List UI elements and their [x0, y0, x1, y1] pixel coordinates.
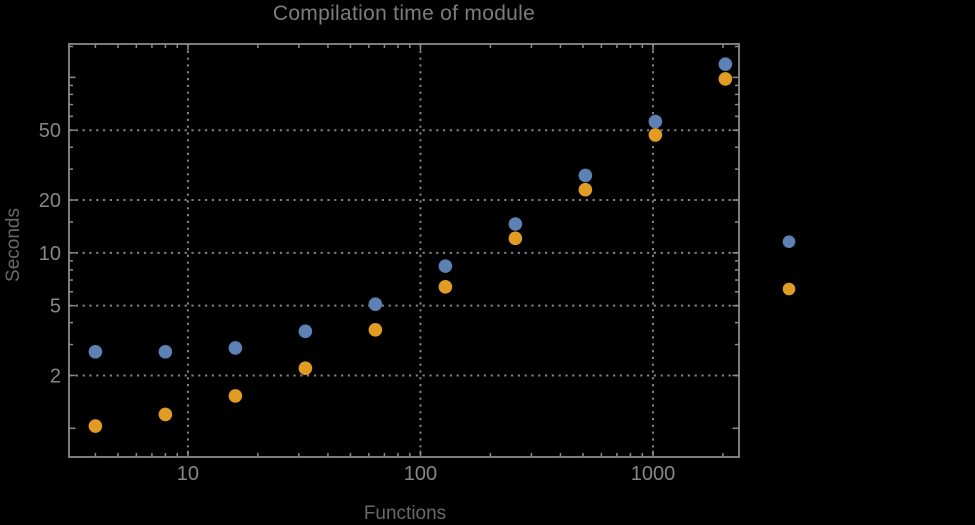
legend-marker-series-2	[782, 282, 796, 296]
data-point-series-2-x4	[88, 419, 103, 433]
y-tick-label-10: 10	[39, 243, 61, 265]
data-point-series-1-x64	[368, 297, 383, 311]
data-point-series-1-x2048	[718, 57, 733, 71]
y-tick-label-5: 5	[50, 296, 61, 318]
data-point-series-1-x32	[298, 324, 313, 339]
data-point-series-2-x64	[368, 323, 383, 337]
data-point-series-2-x32	[298, 361, 313, 376]
x-tick-label-100: 100	[404, 463, 437, 485]
data-point-series-1-x128	[438, 259, 453, 273]
data-point-series-1-x8	[158, 344, 173, 359]
data-point-series-2-x16	[228, 389, 243, 403]
data-point-series-2-x1024	[648, 128, 663, 142]
data-point-series-2-x2048	[718, 72, 733, 86]
data-point-series-1-x4	[88, 344, 103, 359]
y-axis-label: Seconds	[3, 208, 24, 282]
tick-labels: 10 100 1000 2 5 10 20 50	[39, 120, 675, 485]
data-point-series-2-x512	[578, 182, 593, 197]
legend	[782, 235, 796, 296]
x-axis-label: Functions	[363, 503, 447, 524]
axis-ticks	[69, 44, 739, 457]
series-1-points	[88, 57, 733, 359]
x-tick-label-10: 10	[177, 463, 199, 485]
data-point-series-1-x512	[578, 168, 593, 183]
y-tick-label-50: 50	[39, 120, 61, 142]
data-point-series-2-x256	[508, 231, 523, 246]
y-tick-label-20: 20	[39, 190, 61, 212]
data-point-series-1-x256	[508, 217, 523, 231]
plot-frame	[68, 43, 740, 458]
chart-title: Compilation time of module	[272, 2, 536, 25]
data-point-series-1-x16	[228, 341, 243, 355]
data-point-series-1-x1024	[648, 114, 663, 129]
data-point-series-2-x128	[438, 280, 453, 294]
y-tick-label-2: 2	[50, 365, 61, 387]
series-2-points	[88, 72, 733, 433]
x-tick-label-1000: 1000	[631, 463, 676, 485]
legend-marker-series-1	[782, 235, 796, 248]
data-point-series-2-x8	[158, 407, 173, 422]
gridlines	[69, 44, 739, 457]
